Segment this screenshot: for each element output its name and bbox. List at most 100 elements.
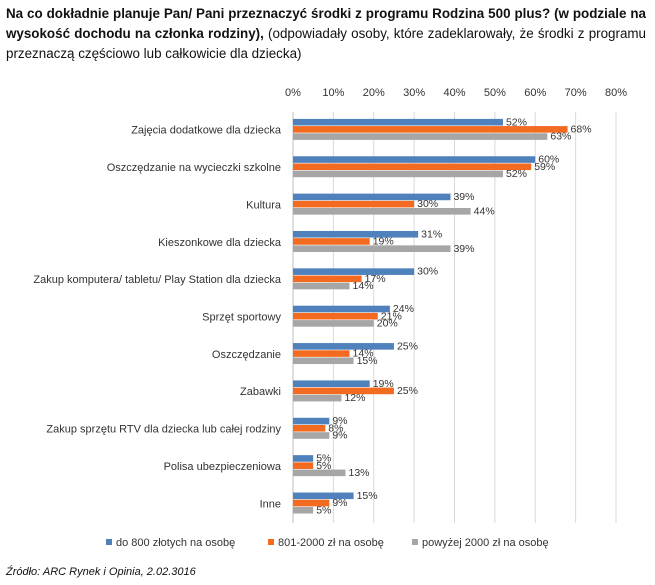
bar-series-3: [293, 320, 374, 327]
category-label: Zakup sprzętu RTV dla dziecka lub całej …: [46, 424, 281, 436]
data-label: 30%: [417, 198, 438, 210]
data-label: 5%: [316, 453, 331, 465]
x-tick-label: 30%: [403, 87, 425, 99]
data-labels: 52% 68%63% 60%59% 52% 39% 30% 44% 31% 19% 39% 30% 1…: [316, 116, 591, 516]
data-label: 15%: [357, 355, 378, 367]
bar-series-1: [293, 380, 370, 388]
data-label: 9%: [332, 430, 347, 442]
bar-series-2: [293, 275, 362, 283]
bar-series-1: [293, 268, 415, 275]
bar-series-1: [293, 156, 536, 163]
data-label: 63%: [550, 131, 571, 143]
data-label: 25%: [397, 385, 418, 397]
grid-lines: [292, 112, 617, 523]
legend-swatch-2: [268, 539, 274, 545]
bar-series-3: [293, 394, 342, 402]
bar-series-3: [293, 245, 451, 252]
x-tick-label: 0%: [285, 87, 301, 99]
legend: do 800 złotych na osobę 801-2000 zł na os…: [106, 537, 549, 549]
data-label: 8%: [328, 422, 343, 434]
category-label: Zabawki: [240, 386, 281, 398]
data-label: 19%: [373, 236, 394, 248]
category-label: Kieszonkowe dla dziecka: [158, 237, 282, 249]
data-label: 9%: [332, 415, 347, 427]
data-label: 14%: [353, 280, 374, 292]
bar-series-3: [293, 282, 350, 290]
data-label: 14%: [353, 348, 374, 360]
legend-label-3: powyżej 2000 zł na osobę: [422, 537, 549, 549]
data-label: 25%: [397, 340, 418, 352]
data-label: 17%: [365, 273, 386, 285]
data-label: 15%: [357, 490, 378, 502]
bar-series-1: [293, 417, 330, 425]
chart-title-bold: Na co dokładnie planuje Pan/ Pani przezn…: [6, 6, 646, 41]
bar-series-2: [293, 238, 370, 245]
x-axis-ticks: 0% 10% 20% 30% 40% 50% 60% 70% 80%: [285, 87, 627, 99]
bar-series-1: [293, 492, 354, 500]
x-tick-label: 40%: [443, 87, 465, 99]
category-label: Polisa ubezpieczeniowa: [164, 461, 282, 473]
bar-series-3: [293, 357, 354, 365]
chart-title-note: (odpowiadały osoby, które zadeklarowały,…: [6, 26, 646, 61]
legend-swatch-3: [412, 539, 418, 545]
x-tick-label: 20%: [363, 87, 385, 99]
bar-series-2: [293, 163, 532, 171]
x-tick-label: 80%: [605, 87, 627, 99]
category-labels: Zajęcia dodatkowe dla dziecka Oszczędzani…: [33, 125, 282, 511]
category-label: Zajęcia dodatkowe dla dziecka: [131, 125, 282, 137]
x-tick-label: 50%: [484, 87, 506, 99]
legend-label-1: do 800 złotych na osobę: [116, 537, 235, 549]
category-label: Inne: [260, 498, 281, 510]
bar-series-1: [293, 230, 419, 238]
legend-label-2: 801-2000 zł na osobę: [278, 537, 384, 549]
bar-series-2: [293, 424, 326, 432]
bar-series-2: [293, 126, 568, 133]
data-label: 9%: [332, 497, 347, 509]
category-label: Oszczędzanie na wycieczki szkolne: [107, 162, 281, 174]
bar-series-2: [293, 312, 378, 320]
bar-series-2: [293, 350, 350, 357]
legend-swatch-1: [106, 539, 112, 545]
bar-series-3: [293, 170, 503, 178]
data-label: 19%: [373, 378, 394, 390]
category-label: Kultura: [246, 199, 282, 211]
chart-title: Na co dokładnie planuje Pan/ Pani przezn…: [6, 4, 646, 64]
x-tick-label: 10%: [322, 87, 344, 99]
bar-series-3: [293, 432, 330, 439]
x-tick-label: 60%: [524, 87, 546, 99]
bar-series-1: [293, 455, 314, 462]
data-label: 24%: [393, 303, 414, 315]
category-label: Zakup komputera/ tabletu/ Play Station d…: [33, 274, 282, 286]
bar-series-1: [293, 343, 394, 350]
data-label: 59%: [534, 161, 555, 173]
data-label: 52%: [506, 168, 527, 180]
bar-series-2: [293, 387, 394, 395]
data-label: 12%: [344, 392, 365, 404]
data-label: 13%: [348, 467, 369, 479]
data-label: 30%: [417, 266, 438, 278]
bar-series-3: [293, 506, 314, 514]
bars: [293, 118, 568, 514]
bar-series-1: [293, 305, 390, 313]
data-label: 31%: [421, 228, 442, 240]
bar-series-3: [293, 133, 548, 140]
data-label: 5%: [316, 460, 331, 472]
category-label: Sprzęt sportowy: [202, 312, 281, 324]
x-tick-label: 70%: [565, 87, 587, 99]
data-label: 52%: [506, 116, 527, 128]
data-label: 21%: [381, 310, 402, 322]
data-label: 44%: [474, 205, 495, 217]
bar-series-1: [293, 118, 503, 126]
data-label: 20%: [377, 318, 398, 330]
data-label: 39%: [453, 191, 474, 203]
data-label: 5%: [316, 504, 331, 516]
bar-series-3: [293, 469, 346, 477]
bar-series-3: [293, 208, 471, 215]
data-label: 39%: [453, 243, 474, 255]
data-label: 60%: [538, 154, 559, 166]
data-label: 68%: [571, 123, 592, 135]
bar-series-2: [293, 200, 415, 208]
bar-series-2: [293, 499, 330, 507]
source-note: Źródło: ARC Rynek i Opinia, 2.02.3016: [6, 566, 196, 578]
